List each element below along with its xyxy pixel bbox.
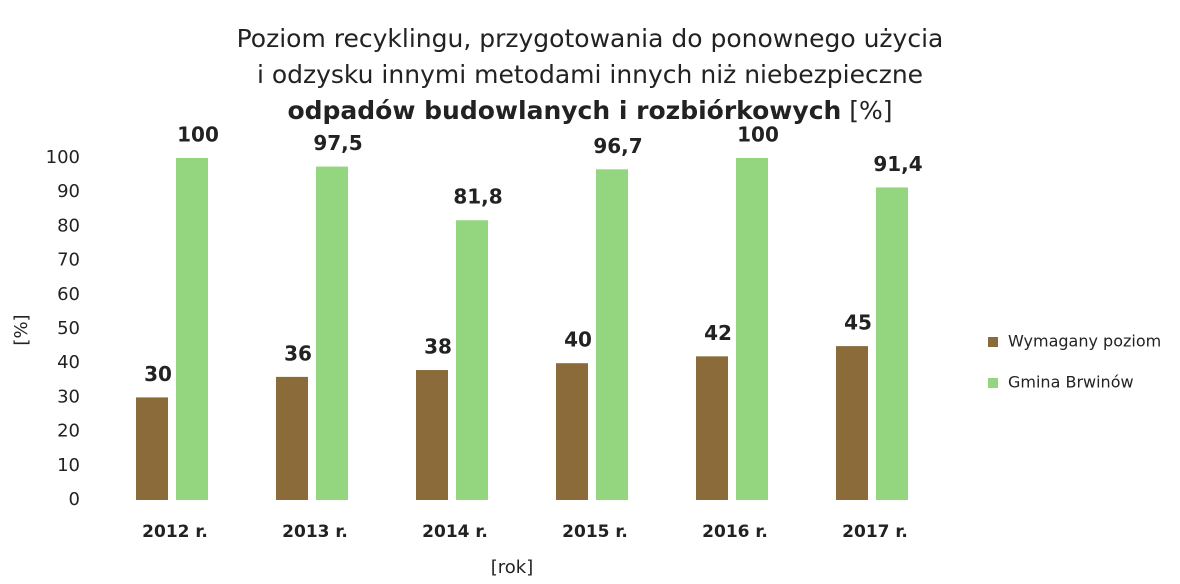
legend-label: Wymagany poziom bbox=[1008, 332, 1161, 351]
value-label: 42 bbox=[704, 321, 732, 345]
chart-title: odpadów budowlanych i rozbiórkowych [%] bbox=[287, 96, 892, 125]
y-tick-label: 40 bbox=[57, 352, 80, 373]
chart-title-unit: [%] bbox=[849, 96, 892, 125]
bar bbox=[736, 158, 768, 500]
y-tick-label: 0 bbox=[69, 489, 80, 510]
bar bbox=[696, 356, 728, 500]
x-tick-label: 2016 r. bbox=[702, 522, 768, 542]
legend-swatch bbox=[988, 337, 998, 347]
bar bbox=[276, 376, 308, 500]
y-tick-label: 90 bbox=[57, 181, 80, 202]
bar bbox=[416, 370, 448, 500]
x-tick-label: 2013 r. bbox=[282, 522, 348, 542]
x-tick-label: 2017 r. bbox=[842, 522, 908, 542]
value-label: 81,8 bbox=[453, 185, 502, 209]
value-label: 96,7 bbox=[593, 134, 642, 158]
x-axis-label: [rok] bbox=[491, 557, 534, 578]
bar bbox=[456, 220, 488, 500]
y-tick-label: 50 bbox=[57, 318, 80, 339]
y-tick-label: 80 bbox=[57, 215, 80, 236]
value-label: 100 bbox=[737, 123, 779, 147]
value-label: 91,4 bbox=[873, 152, 922, 176]
bar bbox=[176, 158, 208, 500]
chart-title: Poziom recyklingu, przygotowania do pono… bbox=[237, 24, 944, 53]
x-tick-label: 2012 r. bbox=[142, 522, 208, 542]
y-tick-label: 10 bbox=[57, 455, 80, 476]
x-tick-label: 2015 r. bbox=[562, 522, 628, 542]
chart-title: i odzysku innymi metodami innych niż nie… bbox=[257, 60, 923, 89]
value-label: 30 bbox=[144, 362, 172, 386]
bar bbox=[316, 166, 348, 501]
bar bbox=[836, 346, 868, 500]
bar bbox=[136, 397, 168, 500]
legend-swatch bbox=[988, 378, 998, 388]
value-label: 45 bbox=[844, 311, 872, 335]
value-label: 100 bbox=[177, 123, 219, 147]
bar bbox=[876, 187, 908, 501]
chart-title-bold: odpadów budowlanych i rozbiórkowych bbox=[287, 96, 841, 125]
y-axis-label: [%] bbox=[11, 314, 32, 345]
bar bbox=[596, 169, 628, 500]
y-tick-label: 20 bbox=[57, 421, 80, 442]
value-label: 40 bbox=[564, 328, 592, 352]
value-label: 97,5 bbox=[313, 131, 362, 155]
y-tick-label: 70 bbox=[57, 250, 80, 271]
x-tick-label: 2014 r. bbox=[422, 522, 488, 542]
value-label: 38 bbox=[424, 335, 452, 359]
value-label: 36 bbox=[284, 341, 312, 365]
y-tick-label: 60 bbox=[57, 284, 80, 305]
y-tick-label: 30 bbox=[57, 386, 80, 407]
bar bbox=[556, 363, 588, 500]
legend-label: Gmina Brwinów bbox=[1008, 373, 1134, 392]
y-tick-label: 100 bbox=[46, 147, 80, 168]
